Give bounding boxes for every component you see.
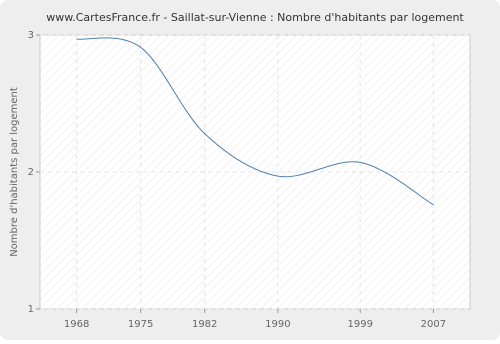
x-tick-label: 1982 <box>192 319 217 330</box>
y-tick-label: 2 <box>28 167 34 178</box>
chart-title: www.CartesFrance.fr - Saillat-sur-Vienne… <box>46 11 464 24</box>
x-tick-label: 1990 <box>265 319 290 330</box>
x-tick-label: 1975 <box>128 319 153 330</box>
y-tick-label: 1 <box>28 304 34 315</box>
y-axis-label: Nombre d'habitants par logement <box>9 87 20 257</box>
x-tick-label: 1999 <box>347 319 372 330</box>
y-tick-label: 3 <box>28 30 34 41</box>
x-tick-label: 2007 <box>421 319 446 330</box>
x-tick-label: 1968 <box>64 319 89 330</box>
line <box>76 37 434 206</box>
plot-area <box>39 34 471 310</box>
